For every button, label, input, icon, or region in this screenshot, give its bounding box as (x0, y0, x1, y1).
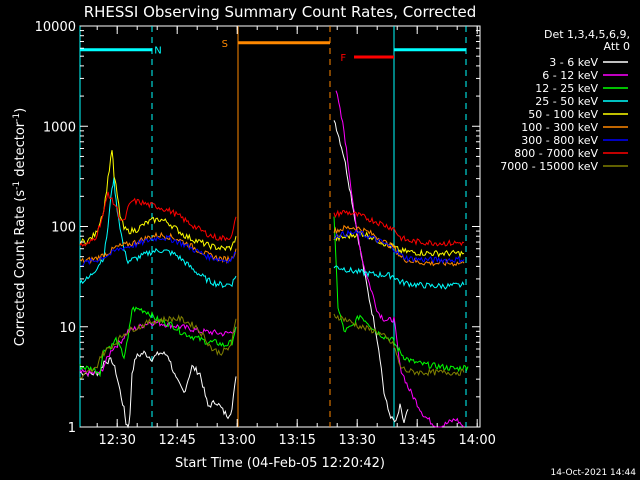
series-line-25-50-kev-after (333, 265, 465, 290)
x-tick-label: 13:15 (278, 433, 315, 448)
x-tick-label: 13:00 (218, 433, 255, 448)
y-axis-label: Corrected Count Rate (s-1 detector-1) (12, 108, 28, 346)
x-axis: 12:30 12:45 13:00 13:15 13:30 13:45 14:00 (96, 26, 496, 448)
series-line-7000-15000-kev (79, 314, 237, 380)
series-line-300-800-kev (79, 234, 237, 267)
flag-label-n: N (154, 46, 161, 57)
legend-entry-label: 12 - 25 keV (535, 82, 598, 95)
x-tick-label: 12:45 (158, 433, 195, 448)
series-line-50-100-kev-after (333, 230, 465, 259)
legend-title-line: Att 0 (604, 40, 630, 53)
series-line-300-800-kev-after (334, 229, 465, 264)
x-tick-label: 14:00 (458, 433, 495, 448)
series-line-6-12-kev (79, 319, 237, 377)
y-axis-label-sup1: -1 (12, 181, 22, 190)
series-line-7000-15000-kev-after (333, 313, 465, 377)
series-line-12-25-kev-after (333, 216, 469, 373)
y-tick-label: 100 (51, 221, 76, 236)
y-axis-label-main: Corrected Count Rate (s (13, 190, 28, 347)
legend-title-line: Det 1,3,4,5,6,9, (544, 28, 630, 41)
x-axis-label: Start Time (04-Feb-05 12:20:42) (175, 456, 385, 471)
legend-entry-label: 50 - 100 keV (528, 108, 598, 121)
plot-area: N S F (79, 25, 481, 429)
y-axis-label-sup2: -1 (12, 113, 22, 122)
series-line-800-7000-kev (79, 191, 237, 247)
y-tick-label: 10 (59, 321, 76, 336)
y-tick-label: 10000 (35, 20, 76, 35)
y-axis-label-rest: detector (13, 121, 28, 181)
chart-title: RHESSI Observing Summary Count Rates, Co… (84, 3, 477, 21)
flag-label-f: F (340, 53, 346, 64)
legend-entry-label: 3 - 6 keV (549, 56, 598, 69)
series-line-800-7000-kev-after (333, 209, 465, 247)
x-tick-label: 13:30 (338, 433, 375, 448)
footer-date: 14-Oct-2021 14:44 (551, 468, 637, 478)
series-line-25-50-kev (79, 177, 237, 289)
x-tick-label: 13:45 (398, 433, 435, 448)
legend-entry-label: 25 - 50 keV (535, 95, 598, 108)
series-line-3-6-kev (79, 350, 237, 429)
series-line-3-6-kev-after (333, 120, 409, 424)
y-axis: 1 10 100 1000 10000 (35, 20, 480, 436)
legend-entry-label: 6 - 12 keV (542, 69, 598, 82)
series-line-100-300-kev (79, 231, 237, 265)
x-tick-label: 12:30 (98, 433, 135, 448)
legend-entry-label: 100 - 300 keV (521, 121, 598, 134)
y-tick-label: 1000 (43, 120, 76, 135)
series-line-50-100-kev (79, 150, 237, 252)
y-axis-label-close: ) (13, 108, 28, 113)
flag-label-s: S (222, 39, 228, 50)
legend-entry-label: 300 - 800 keV (521, 134, 598, 147)
legend-entry-label: 7000 - 15000 keV (500, 160, 598, 173)
y-tick-label: 1 (68, 421, 76, 436)
legend-entry-label: 800 - 7000 keV (514, 147, 598, 160)
